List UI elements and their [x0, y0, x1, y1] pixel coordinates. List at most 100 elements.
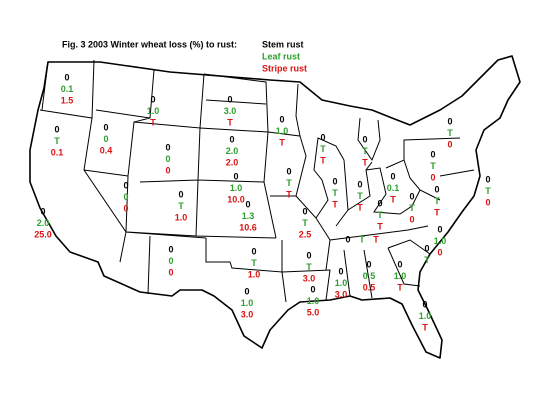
state-value: 1.0 [147, 106, 160, 116]
state-value: 1.0 [419, 311, 432, 321]
state-value: 1.0 [230, 183, 243, 193]
state-value: 2.0 [37, 218, 50, 228]
state-value: 0 [362, 134, 367, 144]
state-value: 0 [64, 72, 69, 82]
state-value: T [332, 188, 338, 198]
state-value: T [373, 234, 379, 244]
state-value: T [357, 202, 363, 212]
state-value: T [424, 255, 430, 265]
state-value: 0 [434, 184, 439, 194]
state-value: 0.4 [100, 145, 113, 155]
state-value: 0 [165, 142, 170, 152]
state-value: 0 [424, 243, 429, 253]
state-value: T [279, 137, 285, 147]
state-value: T [377, 210, 383, 220]
state-value: 1.0 [276, 126, 289, 136]
state-value: 0 [165, 154, 170, 164]
state-value: 1.3 [242, 211, 255, 221]
state-value: 2.5 [299, 229, 312, 239]
state-value: 0 [437, 247, 442, 257]
state-value: 0 [397, 259, 402, 269]
state-value: 0 [310, 284, 315, 294]
state-value: 0.5 [363, 271, 376, 281]
legend-label: Leaf rust [262, 51, 300, 61]
state-value: 10.0 [227, 194, 245, 204]
state-value: 3.0 [303, 273, 316, 283]
state-value: 0 [430, 149, 435, 159]
state-value: T [422, 322, 428, 332]
state-value: 0 [168, 267, 173, 277]
state-value: 0 [165, 165, 170, 175]
state-value: 0 [54, 124, 59, 134]
state-value: 0 [306, 250, 311, 260]
state-value: T [357, 191, 363, 201]
legend-label: Stripe rust [262, 63, 307, 73]
state-value: 0.1 [51, 147, 64, 157]
figure-title: Fig. 3 2003 Winter wheat loss (%) to rus… [62, 39, 237, 49]
state-value: 0 [286, 166, 291, 176]
state-value: T [447, 128, 453, 138]
state-value: 0 [447, 139, 452, 149]
state-value: T [251, 258, 257, 268]
state-value: 0 [366, 259, 371, 269]
state-value: 0 [279, 114, 284, 124]
state-value: T [286, 189, 292, 199]
state-value: 3.0 [335, 289, 348, 299]
state-value: 0 [123, 192, 128, 202]
state-value: 3.0 [224, 106, 237, 116]
state-value: 0.1 [387, 183, 400, 193]
state-value: T [320, 144, 326, 154]
state-value: 1.0 [394, 271, 407, 281]
state-value: 0 [150, 94, 155, 104]
state-value: 0.5 [363, 282, 376, 292]
state-value: 1.0 [335, 278, 348, 288]
state-value: 0 [178, 189, 183, 199]
state-value: T [434, 196, 440, 206]
state-value: 1.0 [307, 296, 320, 306]
state-value: 0 [123, 180, 128, 190]
state-value: T [302, 218, 308, 228]
state-value: 0 [302, 206, 307, 216]
state-value: 0 [357, 179, 362, 189]
legend-label: Stem rust [262, 39, 304, 49]
state-value: 0 [390, 171, 395, 181]
state-value: 1.0 [241, 298, 254, 308]
state-value: T [485, 186, 491, 196]
state-value: 0 [245, 199, 250, 209]
state-value: 25.0 [34, 229, 52, 239]
state-value: T [377, 221, 383, 231]
state-value: T [390, 194, 396, 204]
state-value: 0 [320, 132, 325, 142]
state-value: T [359, 234, 365, 244]
state-value: 0 [437, 224, 442, 234]
state-value: 0 [485, 174, 490, 184]
state-value: 0 [227, 94, 232, 104]
us-map-outline [29, 55, 521, 359]
state-value: 0 [485, 197, 490, 207]
state-value: 0 [430, 172, 435, 182]
state-value: 0 [229, 134, 234, 144]
state-value: T [178, 201, 184, 211]
state-value: 1.0 [248, 269, 261, 279]
state-value: 0 [332, 176, 337, 186]
state-value: T [306, 262, 312, 272]
state-value: 0 [103, 122, 108, 132]
state-value: T [332, 199, 338, 209]
state-value: 3.0 [241, 309, 254, 319]
state-value: 0 [422, 299, 427, 309]
state-value: 1.0 [434, 236, 447, 246]
state-value: T [430, 161, 436, 171]
state-value: 0 [409, 191, 414, 201]
state-value: 0 [338, 266, 343, 276]
state-value: 0 [123, 203, 128, 213]
state-value: T [227, 117, 233, 127]
state-value: 0 [244, 286, 249, 296]
state-value: 0 [447, 116, 452, 126]
state-value: 1.5 [61, 95, 74, 105]
state-value: T [286, 178, 292, 188]
state-value: 0 [233, 171, 238, 181]
state-value: T [320, 155, 326, 165]
state-value: 0 [409, 214, 414, 224]
state-value: T [362, 146, 368, 156]
